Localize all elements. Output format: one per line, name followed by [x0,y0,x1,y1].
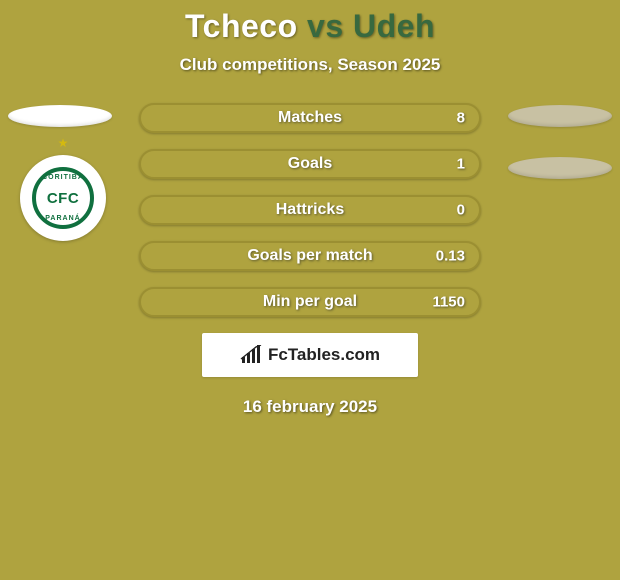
stat-label: Matches [141,109,479,127]
badge-top-text: CORITIBA [42,174,84,181]
stat-row: Goals per match 0.13 [139,241,481,271]
badge-bottom-text: PARANÁ [45,215,80,222]
stat-bars: Matches 8 Goals 1 Hattricks 0 Goals per … [139,103,481,317]
badge-cfc: CFC [47,190,79,207]
stat-row: Hattricks 0 [139,195,481,225]
stat-row: Matches 8 [139,103,481,133]
content-container: Tcheco vs Udeh Club competitions, Season… [0,0,620,417]
star-icon: ★ [58,137,69,149]
stat-value: 0 [457,202,465,219]
player2-blank-oval-2 [508,157,612,179]
stat-value: 1150 [432,294,465,311]
stat-label: Goals per match [141,247,479,265]
stat-value: 0.13 [436,248,465,265]
player2-blank-oval-1 [508,105,612,127]
footer-date: 16 february 2025 [0,397,620,417]
stat-row: Min per goal 1150 [139,287,481,317]
player1-blank-oval [8,105,112,127]
bar-chart-icon [240,345,262,365]
stat-label: Min per goal [141,293,479,311]
brand-text: FcTables.com [268,345,380,365]
club-badge: ★ CORITIBA CFC PARANÁ [20,155,106,241]
title-player1: Tcheco [185,8,298,44]
subtitle: Club competitions, Season 2025 [0,55,620,75]
stat-value: 1 [457,156,465,173]
body-area: ★ CORITIBA CFC PARANÁ Matches 8 Goals 1 … [0,103,620,417]
stat-row: Goals 1 [139,149,481,179]
brand-box: FcTables.com [202,333,418,377]
stat-label: Hattricks [141,201,479,219]
page-title: Tcheco vs Udeh [0,8,620,45]
stat-label: Goals [141,155,479,173]
title-player2: Udeh [353,8,435,44]
title-vs: vs [307,8,344,44]
stat-value: 8 [457,110,465,127]
badge-ring: CORITIBA CFC PARANÁ [32,167,94,229]
